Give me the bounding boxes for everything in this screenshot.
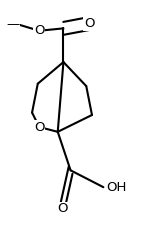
Text: O: O	[84, 17, 94, 30]
Text: O: O	[34, 24, 44, 37]
Text: OH: OH	[106, 181, 127, 194]
Text: O: O	[57, 202, 67, 215]
Text: O: O	[34, 121, 44, 134]
Text: —: —	[6, 18, 19, 31]
